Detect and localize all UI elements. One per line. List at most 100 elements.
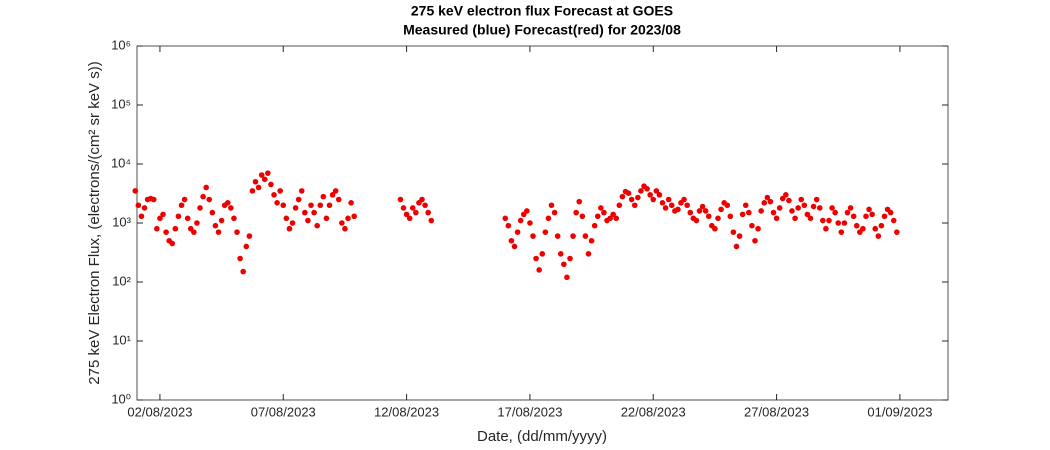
x-tick-label: 22/08/2023 <box>621 404 686 419</box>
point <box>132 188 139 194</box>
y-tick-label: 10⁰ <box>111 391 131 406</box>
y-tick-label: 10⁴ <box>111 155 131 170</box>
point <box>847 205 854 211</box>
point <box>542 229 549 235</box>
point <box>419 196 425 203</box>
point <box>511 243 518 250</box>
point <box>650 196 657 203</box>
point <box>863 213 869 220</box>
point <box>724 202 731 209</box>
point <box>141 205 148 211</box>
point <box>215 229 222 235</box>
y-tick-label: 10² <box>112 273 131 288</box>
point <box>406 215 413 222</box>
chart-title: 275 keV electron flux Forecast at GOES <box>411 3 673 19</box>
point <box>699 203 706 210</box>
point <box>829 205 835 211</box>
point <box>413 209 419 216</box>
point <box>243 243 250 250</box>
point <box>169 240 176 247</box>
point <box>348 199 354 206</box>
point <box>194 220 200 226</box>
chart-subtitle: Measured (blue) Forecast(red) for 2023/0… <box>403 22 681 38</box>
point <box>163 229 169 235</box>
point <box>789 208 795 214</box>
point <box>135 202 142 209</box>
point <box>428 217 435 224</box>
point <box>397 196 404 203</box>
point <box>570 233 576 239</box>
point <box>175 213 182 220</box>
point <box>573 209 579 216</box>
point <box>425 209 431 216</box>
y-tick-label: 10⁵ <box>111 96 131 111</box>
point <box>838 229 845 235</box>
point <box>853 222 860 229</box>
point <box>715 215 721 222</box>
point <box>527 220 533 226</box>
point <box>579 213 586 220</box>
point <box>329 192 336 198</box>
point <box>779 195 786 202</box>
point <box>601 209 607 216</box>
point <box>286 225 293 232</box>
point <box>804 211 811 218</box>
point <box>323 215 330 222</box>
point <box>342 225 348 232</box>
point <box>730 229 737 235</box>
point <box>881 213 888 220</box>
point <box>826 217 832 224</box>
point <box>656 192 663 198</box>
point <box>872 225 879 232</box>
point <box>517 217 524 224</box>
plot-frame <box>136 45 949 401</box>
point <box>813 196 820 203</box>
point <box>160 211 166 218</box>
point <box>776 205 783 211</box>
point <box>536 267 542 273</box>
point <box>308 202 314 209</box>
y-tick-label: 10¹ <box>112 332 131 347</box>
point <box>317 202 324 209</box>
point <box>850 213 857 220</box>
point <box>585 251 592 257</box>
point <box>736 233 743 239</box>
point <box>866 206 872 213</box>
point <box>502 215 509 222</box>
point <box>752 237 758 244</box>
point <box>178 202 185 209</box>
x-tick-label: 07/08/2023 <box>251 404 316 419</box>
x-tick-label: 12/08/2023 <box>374 404 439 419</box>
point <box>687 209 694 216</box>
point <box>659 199 666 206</box>
point <box>533 255 539 262</box>
point <box>594 213 601 220</box>
point <box>228 205 234 211</box>
y-tick-label: 10⁶ <box>111 37 131 52</box>
point <box>798 196 805 203</box>
point <box>705 213 712 220</box>
point <box>869 211 875 218</box>
point <box>224 199 231 206</box>
point <box>302 209 308 216</box>
point <box>154 225 160 232</box>
point <box>631 202 638 209</box>
point <box>197 205 203 211</box>
point <box>696 208 703 214</box>
point <box>894 229 900 235</box>
point <box>582 233 589 239</box>
point <box>638 188 644 194</box>
point <box>598 205 604 211</box>
point <box>801 202 808 209</box>
point <box>561 261 567 268</box>
point <box>625 190 632 196</box>
point <box>231 215 237 222</box>
point <box>283 215 290 222</box>
point <box>875 233 882 239</box>
point <box>607 215 613 222</box>
point <box>832 209 838 216</box>
point <box>783 192 789 198</box>
point <box>320 193 327 200</box>
point <box>252 178 259 185</box>
